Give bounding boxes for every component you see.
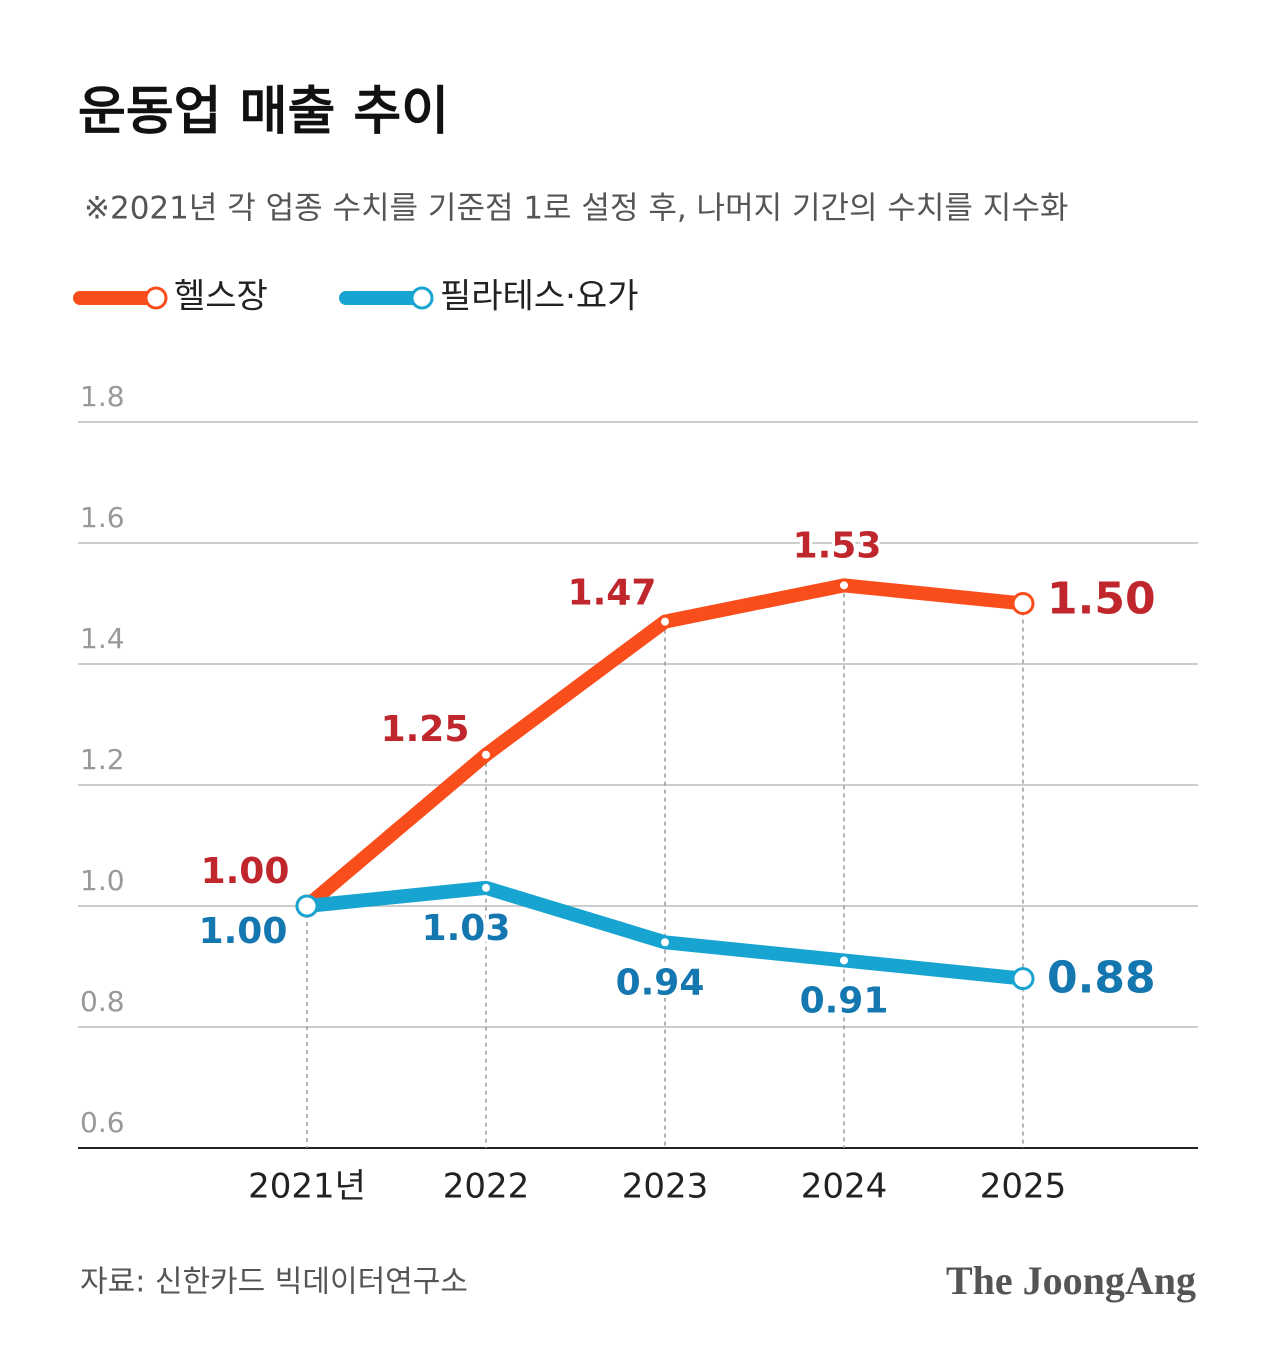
data-label: 0.91 [800,980,889,1021]
point [1011,967,1035,991]
y-tick-label: 1.2 [80,743,125,776]
y-tick-label: 0.6 [80,1106,125,1139]
point [482,750,490,759]
legend-label: 헬스장 [174,277,268,317]
logo: The JoongAng [946,1258,1196,1303]
y-tick-label: 1.6 [80,501,125,534]
x-tick-label: 2021년 [248,1167,366,1207]
y-tick-label: 1.4 [80,622,125,655]
data-label: 1.25 [381,709,470,750]
data-label: 1.00 [199,911,288,952]
data-label: 1.50 [1047,574,1156,625]
y-tick-label: 0.8 [80,985,125,1018]
data-label: 0.94 [616,962,705,1003]
data-label: 1.00 [201,851,290,892]
x-tick-label: 2022 [443,1167,530,1207]
point [661,617,669,626]
data-label: 1.03 [422,908,511,949]
y-tick-label: 1.0 [80,864,125,897]
x-tick-label: 2025 [980,1167,1067,1207]
chart-title: 운동업 매출 추이 [78,82,449,142]
point [1011,592,1035,615]
point [661,938,669,947]
data-label: 1.47 [568,573,657,614]
y-tick-label: 1.8 [80,380,125,413]
x-tick-label: 2024 [801,1167,888,1207]
data-label: 1.53 [793,525,882,566]
source: 자료: 신한카드 빅데이터연구소 [80,1265,468,1300]
data-label: 0.88 [1047,953,1156,1004]
chart-subtitle: ※2021년 각 업종 수치를 기준점 1로 설정 후, 나머지 기간의 수치를… [84,191,1068,227]
x-tick-label: 2023 [622,1167,709,1207]
legend-label: 필라테스·요가 [440,277,639,317]
point [840,956,848,965]
point [295,894,319,918]
legend-marker [410,286,434,310]
point [482,883,490,892]
point [840,581,848,590]
legend-marker [144,286,168,310]
